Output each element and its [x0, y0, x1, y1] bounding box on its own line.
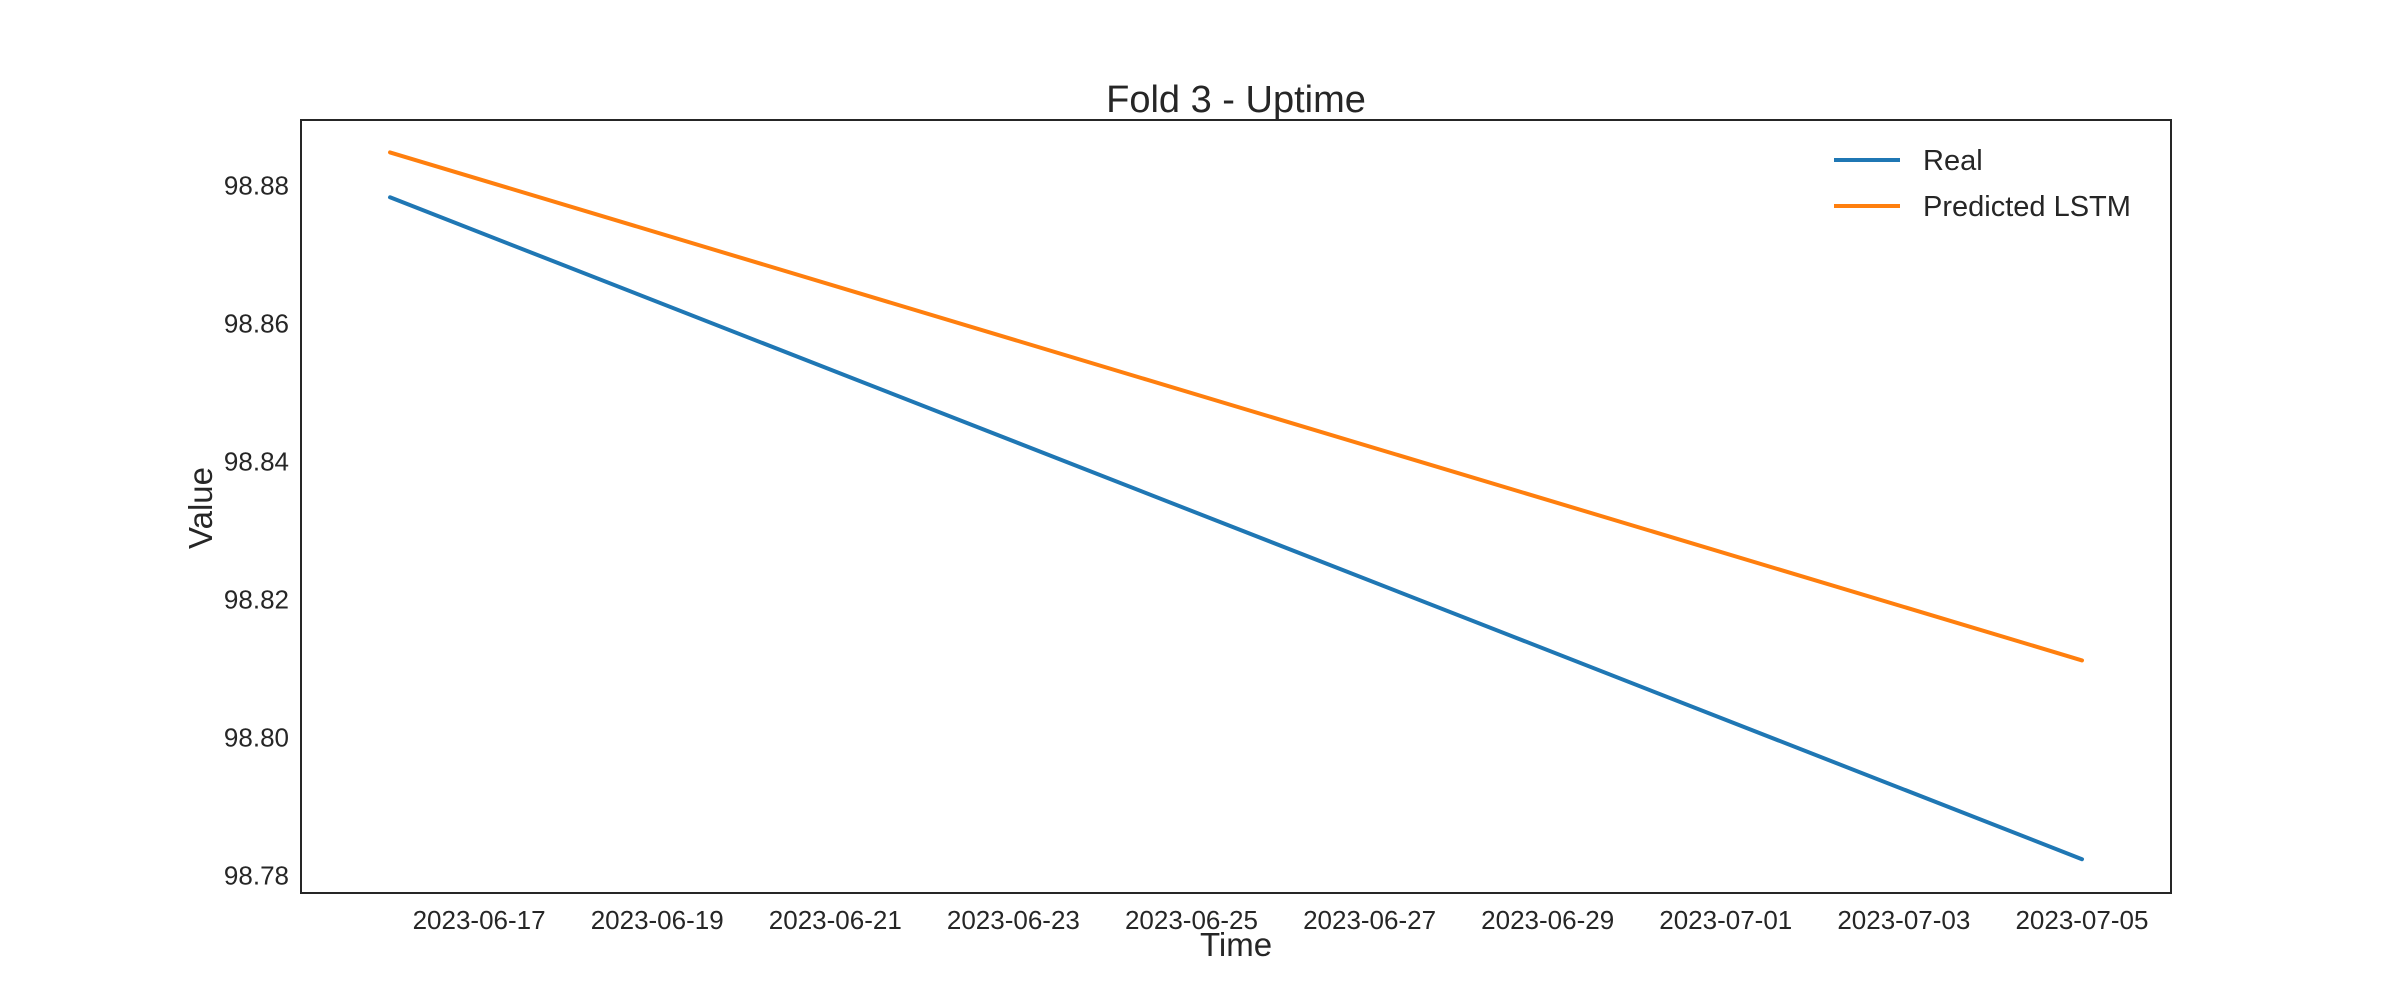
legend-label-real: Real [1923, 145, 1983, 177]
series-line-predicted-lstm [388, 150, 2084, 663]
x-tick-label: 2023-06-21 [769, 905, 902, 935]
y-tick-label: 98.78 [224, 861, 289, 891]
x-tick-label: 2023-06-27 [1303, 905, 1436, 935]
x-tick-label: 2023-06-23 [947, 905, 1080, 935]
x-tick-label: 2023-06-29 [1481, 905, 1614, 935]
y-tick-label: 98.82 [224, 585, 289, 615]
x-tick-label: 2023-06-25 [1125, 905, 1258, 935]
x-axis-ticks: 2023-06-17 2023-06-19 2023-06-21 2023-06-23… [413, 905, 2149, 935]
legend: Real Predicted LSTM [1834, 145, 2131, 223]
series-line-real [388, 195, 2084, 862]
x-tick-label: 2023-07-03 [1837, 905, 1970, 935]
y-tick-label: 98.86 [224, 309, 289, 339]
plot-area [300, 119, 2172, 894]
series-lines [388, 150, 2084, 862]
y-tick-label: 98.80 [224, 723, 289, 753]
y-axis-label: Value [182, 467, 219, 549]
x-tick-label: 2023-06-19 [591, 905, 724, 935]
y-tick-label: 98.84 [224, 447, 289, 477]
plot-frame [300, 119, 2172, 894]
legend-label-predicted-lstm: Predicted LSTM [1923, 191, 2131, 223]
x-tick-label: 2023-07-05 [2015, 905, 2148, 935]
chart-title: Fold 3 - Uptime [1106, 79, 1366, 121]
x-axis-label: Time [1200, 926, 1272, 963]
y-axis-ticks: 98.78 98.80 98.82 98.84 98.86 98.88 [224, 171, 289, 891]
x-tick-label: 2023-06-17 [413, 905, 546, 935]
x-tick-label: 2023-07-01 [1659, 905, 1792, 935]
y-tick-label: 98.88 [224, 171, 289, 201]
